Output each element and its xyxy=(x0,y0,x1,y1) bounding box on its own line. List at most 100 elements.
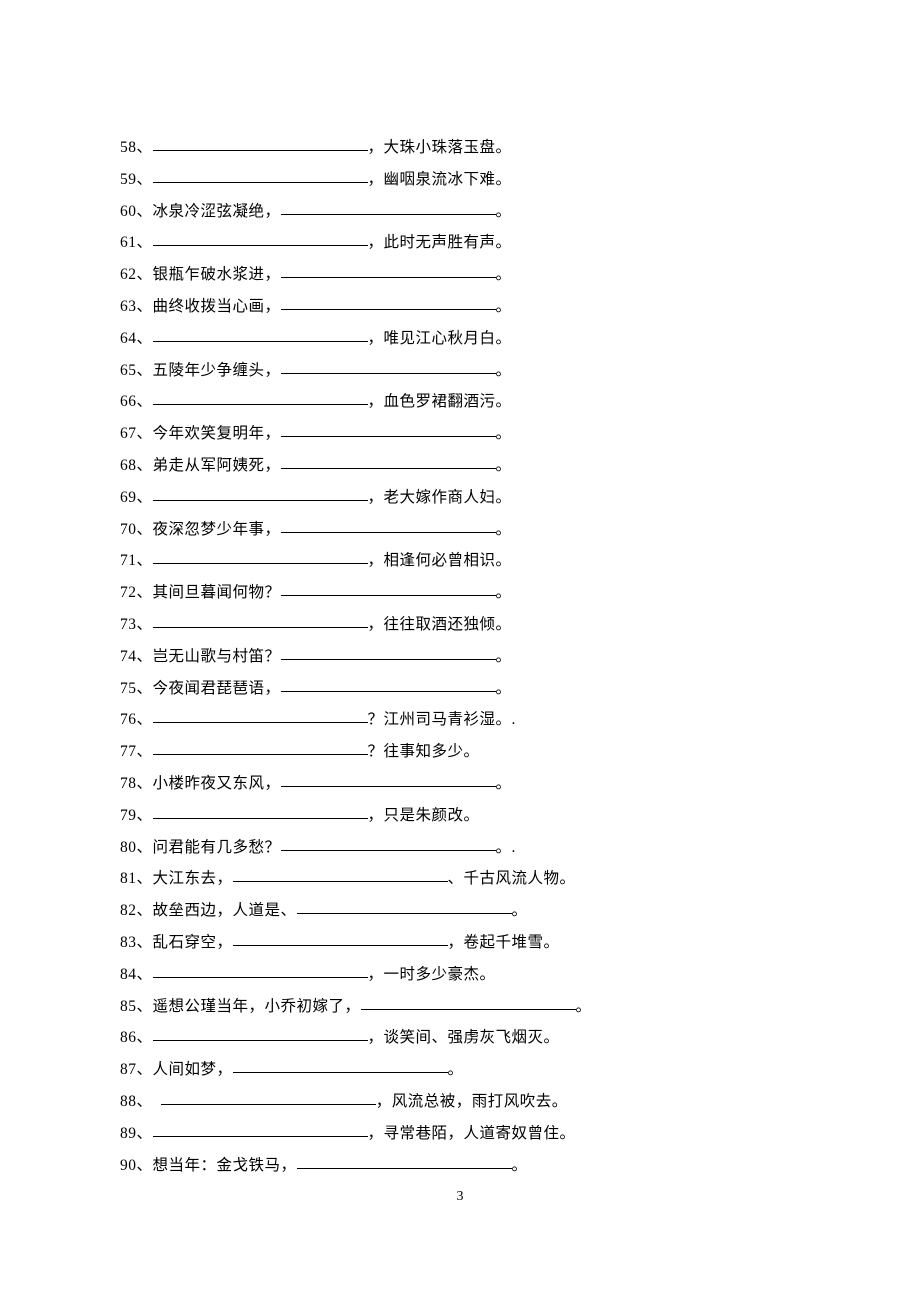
separator: 、 xyxy=(137,1061,153,1078)
question-text: 。 xyxy=(448,1061,464,1078)
question-text xyxy=(145,1093,161,1110)
question-text: 问君能有几多愁？ xyxy=(153,839,281,856)
fill-blank[interactable] xyxy=(153,801,368,819)
question-number: 89 xyxy=(120,1125,137,1142)
question-number: 78 xyxy=(120,775,137,792)
question-number: 59 xyxy=(120,171,137,188)
separator: 、 xyxy=(137,966,153,983)
separator: 、 xyxy=(137,330,153,347)
question-text: 五陵年少争缠头， xyxy=(153,362,281,379)
question-number: 85 xyxy=(120,998,137,1015)
separator: 、 xyxy=(137,139,153,156)
fill-blank[interactable] xyxy=(281,642,496,660)
question-text: 大江东去， xyxy=(153,870,233,887)
fill-blank[interactable] xyxy=(281,674,496,692)
question-text: ，寻常巷陌，人道寄奴曾住。 xyxy=(368,1125,576,1142)
question-text: 岂无山歌与村笛？ xyxy=(153,648,281,665)
question-line: 80、问君能有几多愁？。. xyxy=(120,832,800,864)
question-text: 其间旦暮闻何物？ xyxy=(153,584,281,601)
fill-blank[interactable] xyxy=(153,705,368,723)
page-content: 58、，大珠小珠落玉盘。59、，幽咽泉流冰下难。60、冰泉冷涩弦凝绝，。61、，… xyxy=(0,0,920,1181)
question-text: 。 xyxy=(496,203,512,220)
question-line: 75、今夜闻君琵琶语，。 xyxy=(120,673,800,705)
fill-blank[interactable] xyxy=(281,769,496,787)
fill-blank[interactable] xyxy=(153,960,368,978)
fill-blank[interactable] xyxy=(153,610,368,628)
fill-blank[interactable] xyxy=(281,292,496,310)
question-number: 84 xyxy=(120,966,137,983)
fill-blank[interactable] xyxy=(153,483,368,501)
fill-blank[interactable] xyxy=(297,1151,512,1169)
question-number: 75 xyxy=(120,680,137,697)
separator: 、 xyxy=(137,807,153,824)
separator: 、 xyxy=(137,616,153,633)
question-text: ，大珠小珠落玉盘。 xyxy=(368,139,512,156)
question-text: ，往往取酒还独倾。 xyxy=(368,616,512,633)
fill-blank[interactable] xyxy=(153,324,368,342)
question-line: 64、 ，唯见江心秋月白。 xyxy=(120,323,800,355)
question-text: ，血色罗裙翻酒污。 xyxy=(368,393,512,410)
question-line: 85、遥想公瑾当年，小乔初嫁了，。 xyxy=(120,991,800,1023)
question-number: 64 xyxy=(120,330,137,347)
separator: 、 xyxy=(137,902,153,919)
fill-blank[interactable] xyxy=(233,1055,448,1073)
question-line: 62、银瓶乍破水浆进，。 xyxy=(120,259,800,291)
fill-blank[interactable] xyxy=(281,515,496,533)
separator: 、 xyxy=(137,521,153,538)
question-number: 68 xyxy=(120,457,137,474)
question-text: 弟走从军阿姨死， xyxy=(153,457,281,474)
question-text: ，老大嫁作商人妇。 xyxy=(368,489,512,506)
question-text: ？往事知多少。 xyxy=(368,743,480,760)
separator: 、 xyxy=(137,934,153,951)
fill-blank[interactable] xyxy=(153,1023,368,1041)
question-text: 曲终收拨当心画， xyxy=(153,298,281,315)
question-text: 。 xyxy=(496,266,512,283)
fill-blank[interactable] xyxy=(281,197,496,215)
question-text: 。 xyxy=(512,1157,528,1174)
question-line: 84、，一时多少豪杰。 xyxy=(120,959,800,991)
question-line: 90、想当年：金戈铁马，。 xyxy=(120,1150,800,1182)
question-line: 59、，幽咽泉流冰下难。 xyxy=(120,164,800,196)
question-text: ，只是朱颜改。 xyxy=(368,807,480,824)
question-text: 。 xyxy=(496,457,512,474)
fill-blank[interactable] xyxy=(233,864,448,882)
question-line: 78、小楼昨夜又东风，。 xyxy=(120,768,800,800)
fill-blank[interactable] xyxy=(153,133,368,151)
fill-blank[interactable] xyxy=(361,992,576,1010)
separator: 、 xyxy=(137,362,153,379)
question-number: 62 xyxy=(120,266,137,283)
fill-blank[interactable] xyxy=(281,578,496,596)
fill-blank[interactable] xyxy=(281,451,496,469)
question-text: 想当年：金戈铁马， xyxy=(153,1157,297,1174)
separator: 、 xyxy=(137,552,153,569)
question-text: 遥想公瑾当年，小乔初嫁了， xyxy=(153,998,361,1015)
question-line: 88、 ，风流总被，雨打风吹去。 xyxy=(120,1086,800,1118)
fill-blank[interactable] xyxy=(153,1119,368,1137)
question-number: 71 xyxy=(120,552,137,569)
question-number: 65 xyxy=(120,362,137,379)
question-line: 67、今年欢笑复明年，。 xyxy=(120,418,800,450)
separator: 、 xyxy=(137,266,153,283)
fill-blank[interactable] xyxy=(281,833,496,851)
question-text: 今年欢笑复明年， xyxy=(153,425,281,442)
fill-blank[interactable] xyxy=(161,1087,376,1105)
fill-blank[interactable] xyxy=(233,928,448,946)
question-text: ，唯见江心秋月白。 xyxy=(368,330,512,347)
fill-blank[interactable] xyxy=(153,387,368,405)
separator: 、 xyxy=(137,1125,153,1142)
fill-blank[interactable] xyxy=(153,228,368,246)
question-line: 74、岂无山歌与村笛？。 xyxy=(120,641,800,673)
fill-blank[interactable] xyxy=(281,356,496,374)
question-text: ，相逢何必曾相识。 xyxy=(368,552,512,569)
question-number: 72 xyxy=(120,584,137,601)
fill-blank[interactable] xyxy=(281,260,496,278)
fill-blank[interactable] xyxy=(153,737,368,755)
fill-blank[interactable] xyxy=(153,165,368,183)
question-number: 74 xyxy=(120,648,137,665)
separator: 、 xyxy=(137,234,153,251)
question-text: 。 xyxy=(576,998,592,1015)
fill-blank[interactable] xyxy=(153,546,368,564)
question-number: 58 xyxy=(120,139,137,156)
fill-blank[interactable] xyxy=(297,896,512,914)
fill-blank[interactable] xyxy=(281,419,496,437)
